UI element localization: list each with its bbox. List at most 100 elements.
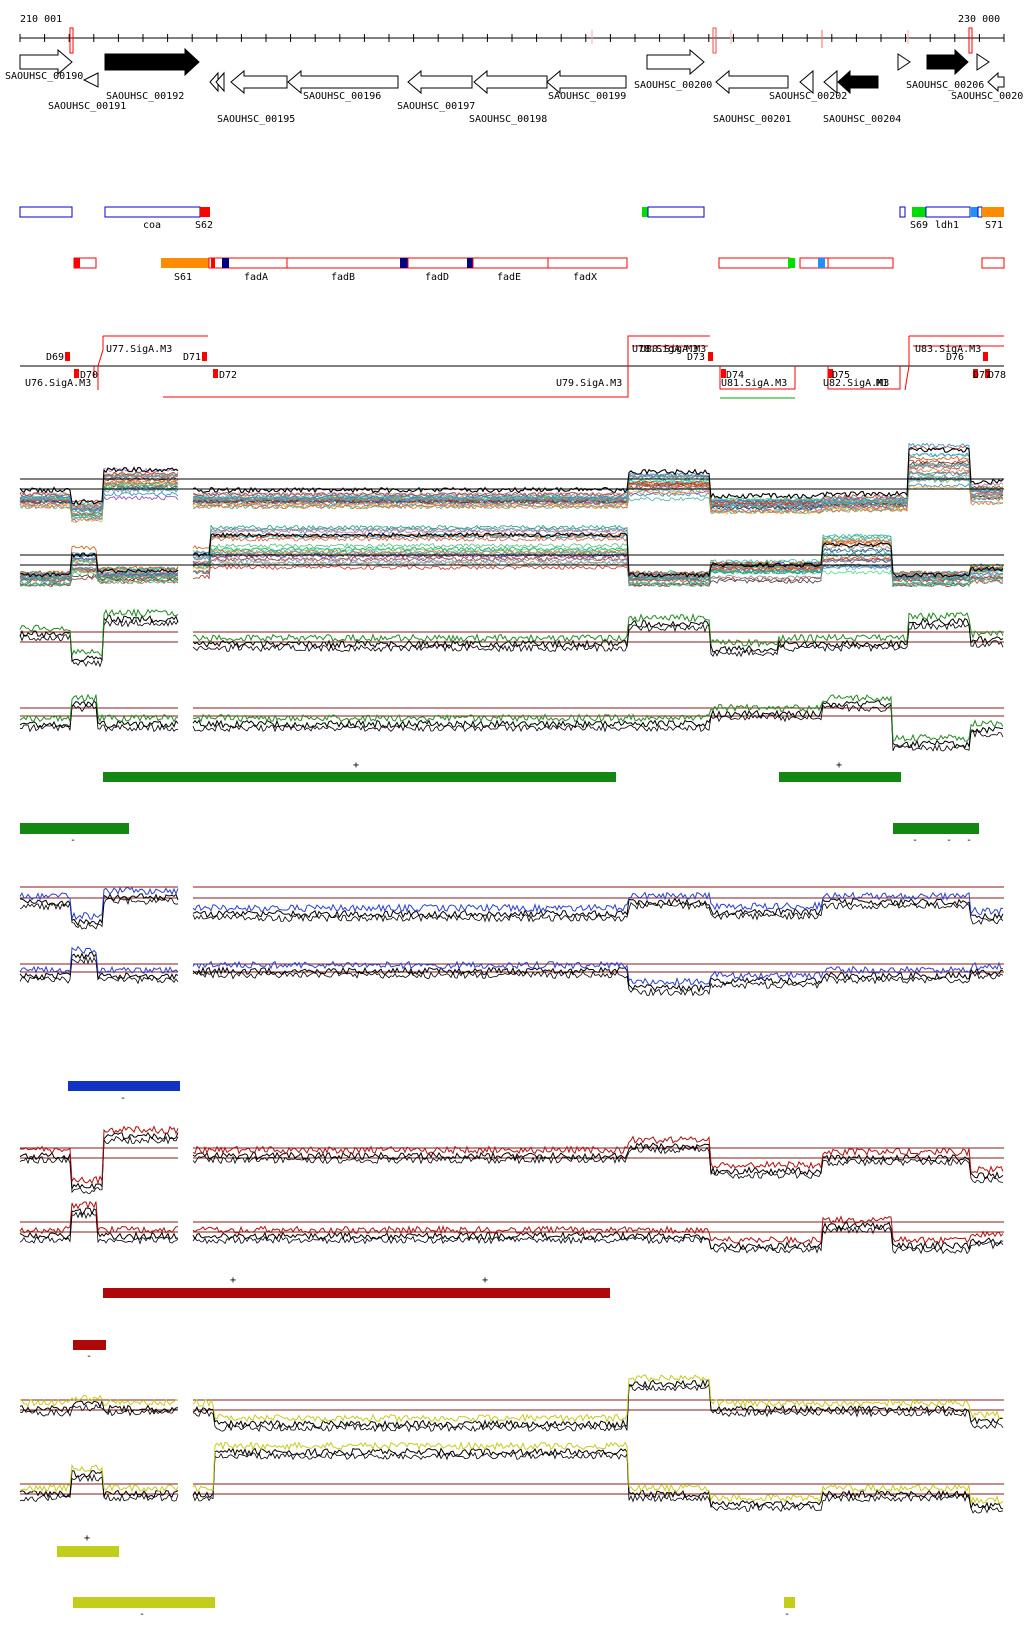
promoter-track: D69 U76.SigA.M3 D70 U77.SigA.M3 D71 D72 … [20,335,1006,399]
expression-trace [19,896,179,930]
gene-arrow[interactable] [897,53,911,71]
expression-trace [19,1125,179,1185]
terminator-markers [65,352,990,378]
segment-bar[interactable] [103,1288,610,1298]
segment-mark: - [912,835,918,846]
gene-label: SAOUHSC_00195 [217,114,295,125]
gene-arrow[interactable] [926,48,969,76]
feature-marker[interactable] [912,207,926,217]
feature-marker[interactable] [74,258,80,268]
expression-trace [19,473,179,513]
feature-marker[interactable] [818,258,825,268]
expression-trace [19,703,179,733]
feature-marker[interactable] [211,258,215,268]
expression-trace [19,1210,179,1245]
feature-marker[interactable] [161,258,209,268]
expression-trace [19,471,179,505]
feature-box[interactable] [799,257,894,269]
gene-arrow[interactable] [407,69,473,95]
feature-box[interactable] [899,206,906,218]
promoter-label: D77 [973,370,991,381]
feature-label: fadB [331,272,355,283]
segment-bar[interactable] [20,823,129,834]
feature-marker[interactable] [971,207,978,217]
feature-box[interactable] [718,257,791,269]
gene-label: SAOUHSC_00201 [713,114,791,125]
segment-bar[interactable] [57,1546,119,1557]
group3-panel-top [19,1125,1004,1194]
expression-trace [19,565,179,583]
gene-arrow[interactable] [215,71,225,93]
segment-mark: - [946,835,952,846]
expression-trace [19,1131,179,1191]
gene-arrow[interactable] [82,72,99,88]
feature-marker[interactable] [222,258,229,268]
expression-trace [192,1135,1004,1175]
feature-marker[interactable] [982,207,1004,217]
gene-label: SAOUHSC_00197 [397,101,475,112]
feature-marker[interactable] [642,207,648,217]
gene-arrow[interactable] [823,69,838,95]
annotation-track-plus: coa S62 S69 ldh1 S71 [19,206,1004,231]
segment-mark: + [836,760,842,771]
gene-arrow[interactable] [976,53,990,71]
feature-label: S69 [910,220,928,231]
segment-bar[interactable] [68,1081,180,1091]
promoter-label: D72 [219,370,237,381]
expression-trace [19,614,179,663]
gene-arrow[interactable] [287,69,399,95]
terminator-marker [983,352,988,361]
expression-trace [19,552,179,578]
feature-box[interactable] [647,206,705,218]
gene-arrow[interactable] [837,69,879,95]
segment-bars: + + - - - - - + + - + - - [20,760,979,1620]
expression-trace [192,891,1004,916]
expression-trace [192,611,1004,648]
segment-bar[interactable] [73,1340,106,1350]
expression-trace [192,536,1004,583]
feature-box[interactable] [104,206,201,218]
segment-mark: + [482,1275,488,1286]
expression-trace [19,566,179,587]
expression-trace [19,1394,178,1408]
segment-bar[interactable] [784,1597,795,1608]
gene-arrow[interactable] [473,69,548,95]
segment-bar[interactable] [893,823,979,834]
feature-marker[interactable] [788,258,795,268]
ruler-marker [69,27,74,54]
expression-trace [19,1403,179,1417]
feature-box[interactable] [19,206,73,218]
segment-mark: - [86,1351,92,1362]
gene-arrow[interactable] [19,48,73,76]
gene-arrow[interactable] [104,47,200,77]
segment-bar[interactable] [103,772,616,782]
expression-trace [192,442,1004,504]
gene-arrow[interactable] [230,69,288,95]
feature-box[interactable] [925,206,971,218]
promoter-label: U78.SigA.M3 [632,344,698,355]
terminator-marker [708,352,713,361]
segment-bar[interactable] [779,772,901,782]
gene-label: SAOUHSC_00202 [769,91,847,102]
segment-bar[interactable] [73,1597,215,1608]
feature-marker[interactable] [400,258,408,268]
gene-arrow[interactable] [646,48,705,76]
feature-marker[interactable] [200,207,210,217]
group2-panel-top [19,886,1004,930]
expression-trace [19,955,179,985]
gene-arrow[interactable] [546,69,627,95]
gene-arrow[interactable] [715,69,789,95]
feature-box[interactable] [977,206,983,218]
expression-panels [19,442,1004,1514]
feature-box[interactable] [981,257,1005,269]
segment-mark: + [353,760,359,771]
gene-arrow[interactable] [987,71,1005,93]
feature-box[interactable] [208,257,628,269]
ruler-start-label: 210 001 [20,14,62,25]
ruler-marker [712,27,717,54]
feature-marker[interactable] [467,258,473,268]
expression-trace [192,897,1004,921]
feature-label: fadX [573,272,597,283]
promoter-label: D71 [183,352,201,363]
gene-arrow[interactable] [799,69,814,95]
